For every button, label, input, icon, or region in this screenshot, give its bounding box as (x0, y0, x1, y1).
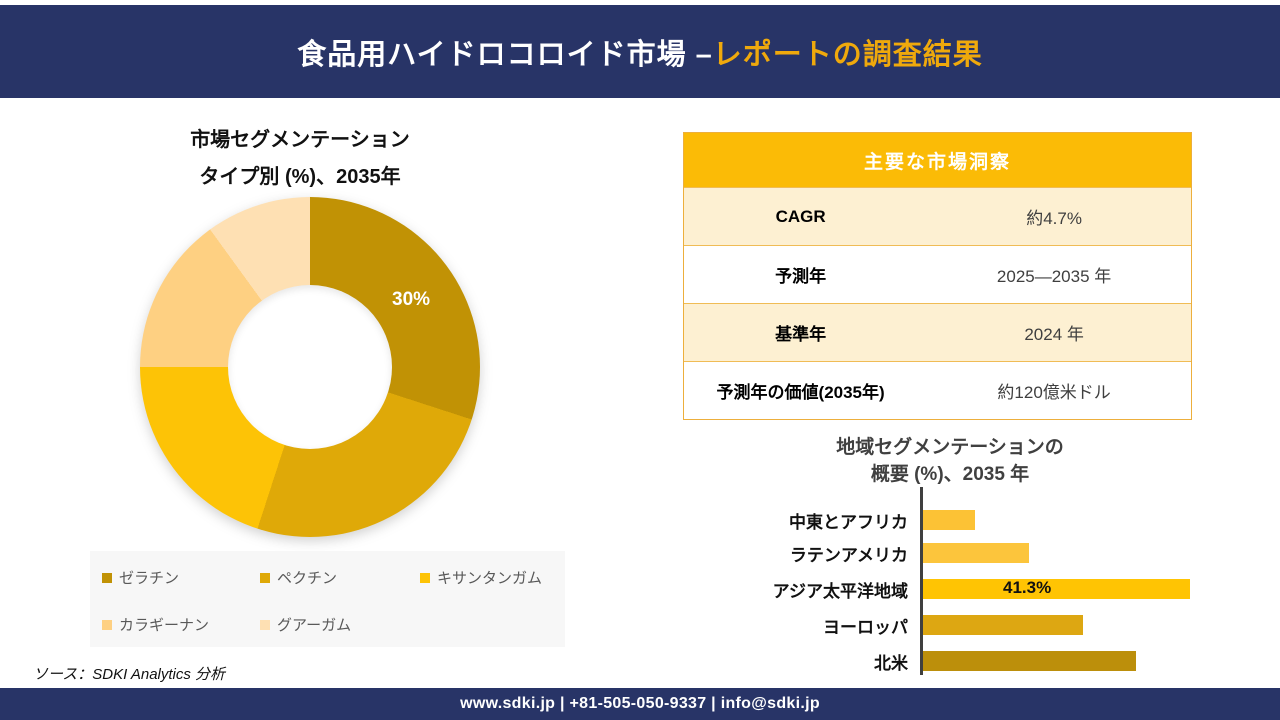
legend-item-gelatin: ゼラチン (102, 567, 260, 588)
donut-title-line2: タイプ別 (%)、2035年 (199, 166, 401, 188)
bar-row-europe: ヨーロッパ (740, 615, 1200, 637)
legend-swatch-carrageenan (102, 619, 112, 630)
bar-row-mea: 中東とアフリカ (740, 510, 1200, 532)
row-label-forecast-value: 予測年の価値(2035年) (716, 383, 885, 402)
row-value-forecast-years: 2025—2035 年 (996, 267, 1112, 286)
bar-europe (923, 615, 1083, 635)
bar-track (923, 543, 1029, 563)
donut-chart-title: 市場セグメンテーション タイプ別 (%)、2035年 (120, 122, 480, 196)
bar-track (923, 510, 975, 530)
region-chart-title: 地域セグメンテーションの 概要 (%)、2035 年 (700, 434, 1200, 488)
legend-item-guar: グアーガム (260, 614, 420, 635)
legend-swatch-gelatin (102, 572, 112, 583)
bar-label-apac: アジア太平洋地域 (772, 582, 908, 601)
source-note: ソース：SDKI Analytics 分析 (33, 666, 226, 683)
row-value-base-year: 2024 年 (1024, 325, 1084, 344)
bar-latam (923, 543, 1029, 563)
legend-swatch-xanthan (420, 572, 430, 583)
bar-track (923, 651, 1136, 671)
donut-legend: ゼラチン ペクチン キサンタンガム カラギーナン グアーガム (90, 551, 565, 647)
row-label-cagr: CAGR (775, 206, 826, 226)
table-row: 予測年 2025—2035 年 (684, 245, 1191, 303)
page-title: 食品用ハイドロコロイド市場 –レポートの調査結果 (297, 31, 983, 73)
legend-label-xanthan: キサンタンガム (437, 570, 543, 587)
table-row: CAGR 約4.7% (684, 187, 1191, 245)
insights-table-title: 主要な市場洞察 (684, 133, 1191, 187)
donut-hole (228, 285, 392, 449)
bar-row-apac: アジア太平洋地域 41.3% (740, 578, 1200, 601)
bar-label-mea: 中東とアフリカ (789, 513, 908, 532)
legend-item-xanthan: キサンタンガム (420, 567, 542, 588)
bar-track (923, 615, 1083, 635)
table-row: 基準年 2024 年 (684, 303, 1191, 361)
legend-label-gelatin: ゼラチン (119, 570, 180, 587)
bar-apac: 41.3% (923, 578, 1190, 599)
row-value-cagr: 約4.7% (1026, 209, 1082, 228)
bar-label-latam: ラテンアメリカ (789, 546, 908, 565)
region-title-line2: 概要 (%)、2035 年 (870, 464, 1030, 485)
row-label-base-year: 基準年 (775, 325, 827, 344)
bar-label-na: 北米 (874, 654, 908, 673)
header-bar: 食品用ハイドロコロイド市場 –レポートの調査結果 (0, 5, 1280, 98)
bar-data-label-apac: 41.3% (1003, 578, 1052, 597)
bar-track: 41.3% (923, 578, 1190, 599)
footer-bar: www.sdki.jp | +81-505-050-9337 | info@sd… (0, 688, 1280, 720)
row-label-forecast-years: 予測年 (775, 267, 827, 286)
legend-label-carrageenan: カラギーナン (119, 617, 210, 634)
table-row: 予測年の価値(2035年) 約120億米ドル (684, 361, 1191, 419)
region-bar-chart: 中東とアフリカ ラテンアメリカ アジア太平洋地域 41.3% ヨーロッパ (740, 487, 1200, 677)
donut-slice-label: 30% (392, 289, 431, 310)
bar-na (923, 651, 1136, 671)
legend-label-pectin: ペクチン (277, 570, 338, 587)
y-axis-line (920, 487, 923, 675)
donut-chart: 30% (140, 197, 480, 537)
legend-swatch-guar (260, 619, 270, 630)
legend-item-carrageenan: カラギーナン (102, 614, 260, 635)
legend-item-pectin: ペクチン (260, 567, 420, 588)
bar-label-europe: ヨーロッパ (823, 618, 908, 637)
region-title-line1: 地域セグメンテーションの (836, 437, 1064, 458)
bar-row-na: 北米 (740, 651, 1200, 673)
donut-title-line1: 市場セグメンテーション (190, 129, 410, 151)
page-title-main: 食品用ハイドロコロイド市場 – (297, 38, 713, 71)
legend-swatch-pectin (260, 572, 270, 583)
legend-row-2: カラギーナン グアーガム (102, 614, 553, 635)
bar-mea (923, 510, 975, 530)
footer-contact: www.sdki.jp | +81-505-050-9337 | info@sd… (460, 695, 820, 712)
bar-row-latam: ラテンアメリカ (740, 543, 1200, 565)
insights-table: 主要な市場洞察 CAGR 約4.7% 予測年 2025—2035 年 基準年 2… (683, 132, 1192, 420)
row-value-forecast-value: 約120億米ドル (997, 383, 1111, 402)
legend-row-1: ゼラチン ペクチン キサンタンガム (102, 567, 553, 588)
page-title-accent: レポートの調査結果 (712, 38, 983, 71)
legend-label-guar: グアーガム (277, 617, 352, 634)
